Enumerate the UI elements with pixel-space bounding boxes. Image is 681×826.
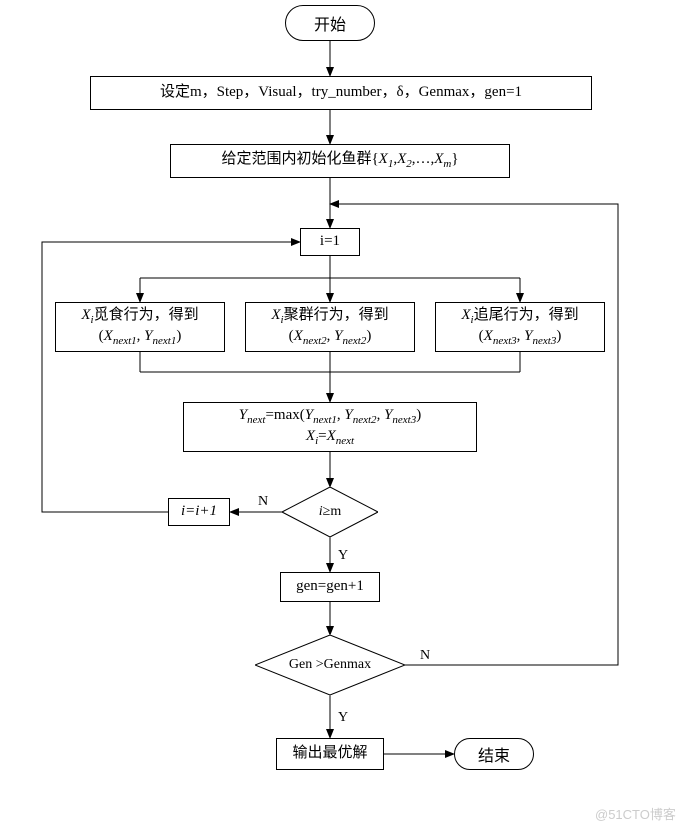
swarmbeh-text: Xi聚群行为，得到 (Xnext2, Ynext2) — [271, 306, 388, 349]
i1-text: i=1 — [320, 232, 340, 252]
node-swarmbeh: Xi聚群行为，得到 (Xnext2, Ynext2) — [245, 302, 415, 352]
node-end: 结束 — [454, 738, 534, 770]
swarm-text: 给定范围内初始化鱼群{X1,X2,…,Xm} — [221, 150, 458, 171]
node-output: 输出最优解 — [276, 738, 384, 770]
forage-text: Xi觅食行为，得到 (Xnext1, Ynext1) — [81, 306, 198, 349]
init-text: 设定m，Step，Visual，try_number，δ，Genmax，gen=… — [160, 83, 522, 103]
node-i1: i=1 — [300, 228, 360, 256]
geninc-text: gen=gen+1 — [296, 577, 364, 597]
watermark: @51CTO博客 — [595, 804, 676, 823]
node-geninc: gen=gen+1 — [280, 572, 380, 602]
node-decision-gen: Gen >Genmax — [255, 635, 405, 695]
follow-text: Xi追尾行为，得到 (Xnext3, Ynext3) — [461, 306, 578, 349]
d1-text: i≥m — [319, 504, 341, 520]
node-follow: Xi追尾行为，得到 (Xnext3, Ynext3) — [435, 302, 605, 352]
node-swarm: 给定范围内初始化鱼群{X1,X2,…,Xm} — [170, 144, 510, 178]
label-n1: N — [258, 494, 268, 510]
node-decision-i: i≥m — [282, 487, 378, 537]
max-text: Ynext=max(Ynext1, Ynext2, Ynext3) Xi=Xne… — [239, 406, 421, 449]
node-forage: Xi觅食行为，得到 (Xnext1, Ynext1) — [55, 302, 225, 352]
end-text: 结束 — [478, 742, 510, 766]
output-text: 输出最优解 — [292, 744, 367, 764]
start-text: 开始 — [314, 11, 346, 35]
node-start: 开始 — [285, 5, 375, 41]
node-max: Ynext=max(Ynext1, Ynext2, Ynext3) Xi=Xne… — [183, 402, 477, 452]
iinc-text: i=i+1 — [181, 502, 217, 522]
node-init: 设定m，Step，Visual，try_number，δ，Genmax，gen=… — [90, 76, 592, 110]
label-y2: Y — [338, 710, 348, 726]
node-iinc: i=i+1 — [168, 498, 230, 526]
d2-text: Gen >Genmax — [289, 657, 371, 673]
label-n2: N — [420, 648, 430, 664]
label-y1: Y — [338, 548, 348, 564]
